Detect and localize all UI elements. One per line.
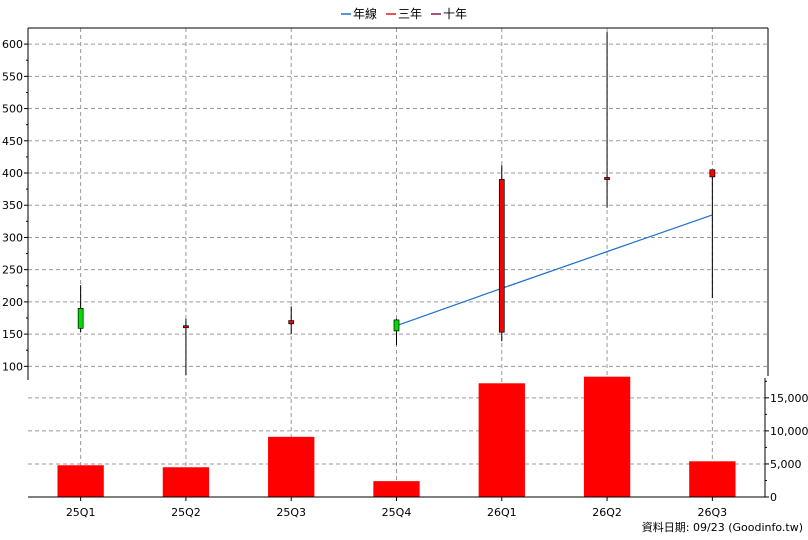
price-tick-label: 450 bbox=[2, 135, 23, 148]
legend-year-label: 年線 bbox=[353, 6, 377, 21]
volume-tick-label: 10,000 bbox=[770, 425, 808, 438]
x-tick-label-25Q4: 25Q4 bbox=[382, 506, 412, 519]
volume-tick-label: 15,000 bbox=[770, 392, 808, 405]
volume-tick-label: 5,000 bbox=[770, 458, 802, 471]
price-tick-label: 200 bbox=[2, 296, 23, 309]
x-tick-label-25Q1: 25Q1 bbox=[66, 506, 96, 519]
candle-26Q2 bbox=[604, 31, 610, 208]
x-tick-label-26Q1: 26Q1 bbox=[487, 506, 517, 519]
volume-y-axis: 0 5,000 10,000 15,000 bbox=[765, 380, 808, 504]
candle-25Q2 bbox=[183, 318, 189, 376]
price-tick-label: 100 bbox=[2, 360, 23, 373]
volume-bar-25Q1 bbox=[57, 465, 104, 497]
year-line-layer bbox=[396, 214, 713, 327]
candle-25Q4 bbox=[393, 318, 400, 346]
year-line bbox=[396, 214, 713, 327]
volume-bar-26Q3 bbox=[689, 461, 736, 497]
candle-26Q1 bbox=[498, 165, 505, 342]
price-panel: 100 150 200 250 300 350 400 450 500 550 600 bbox=[2, 28, 768, 376]
candle-26Q3 bbox=[709, 169, 716, 299]
price-tick-label: 350 bbox=[2, 199, 23, 212]
legend-three-year-label: 三年 bbox=[398, 7, 422, 21]
volume-bars bbox=[57, 376, 736, 497]
volume-grid bbox=[28, 378, 765, 497]
candle-25Q3 bbox=[288, 306, 295, 335]
volume-bar-25Q2 bbox=[162, 467, 210, 497]
panel-frames bbox=[27, 27, 769, 498]
price-tick-label: 500 bbox=[2, 103, 23, 116]
candle-body bbox=[604, 177, 610, 180]
legend: 年線 三年 十年 bbox=[341, 6, 467, 21]
x-tick-label-25Q2: 25Q2 bbox=[171, 506, 201, 519]
candle-body bbox=[498, 179, 505, 333]
price-tick-label: 300 bbox=[2, 231, 23, 244]
volume-panel: 0 5,000 10,000 15,000 bbox=[28, 376, 808, 504]
price-tick-label: 250 bbox=[2, 264, 23, 277]
price-tick-label: 600 bbox=[2, 38, 23, 51]
legend-ten-year-label: 十年 bbox=[443, 7, 467, 21]
x-tick-label-26Q3: 26Q3 bbox=[698, 506, 728, 519]
volume-bar-25Q4 bbox=[373, 481, 420, 497]
candlesticks bbox=[77, 31, 716, 376]
candle-body bbox=[288, 320, 295, 325]
price-y-axis: 100 150 200 250 300 350 400 450 500 550 600 bbox=[2, 38, 28, 373]
candle-25Q1 bbox=[77, 285, 84, 333]
x-tick-label-26Q2: 26Q2 bbox=[592, 506, 622, 519]
x-tick-label-25Q3: 25Q3 bbox=[276, 506, 306, 519]
price-tick-label: 400 bbox=[2, 167, 23, 180]
volume-bar-26Q2 bbox=[583, 376, 631, 497]
x-axis: 25Q1 25Q2 25Q3 25Q4 26Q1 26Q2 26Q3 bbox=[66, 497, 727, 519]
price-tick-label: 550 bbox=[2, 70, 23, 83]
source-footer: 資料日期: 09/23 (Goodinfo.tw) bbox=[642, 520, 803, 534]
volume-bar-26Q1 bbox=[478, 383, 525, 497]
candle-body bbox=[77, 307, 84, 329]
volume-tick-label: 0 bbox=[770, 491, 777, 504]
candle-body bbox=[183, 325, 189, 329]
volume-bar-25Q3 bbox=[268, 436, 315, 497]
candle-body bbox=[393, 319, 400, 332]
candle-body bbox=[709, 169, 716, 178]
price-tick-label: 150 bbox=[2, 328, 23, 341]
